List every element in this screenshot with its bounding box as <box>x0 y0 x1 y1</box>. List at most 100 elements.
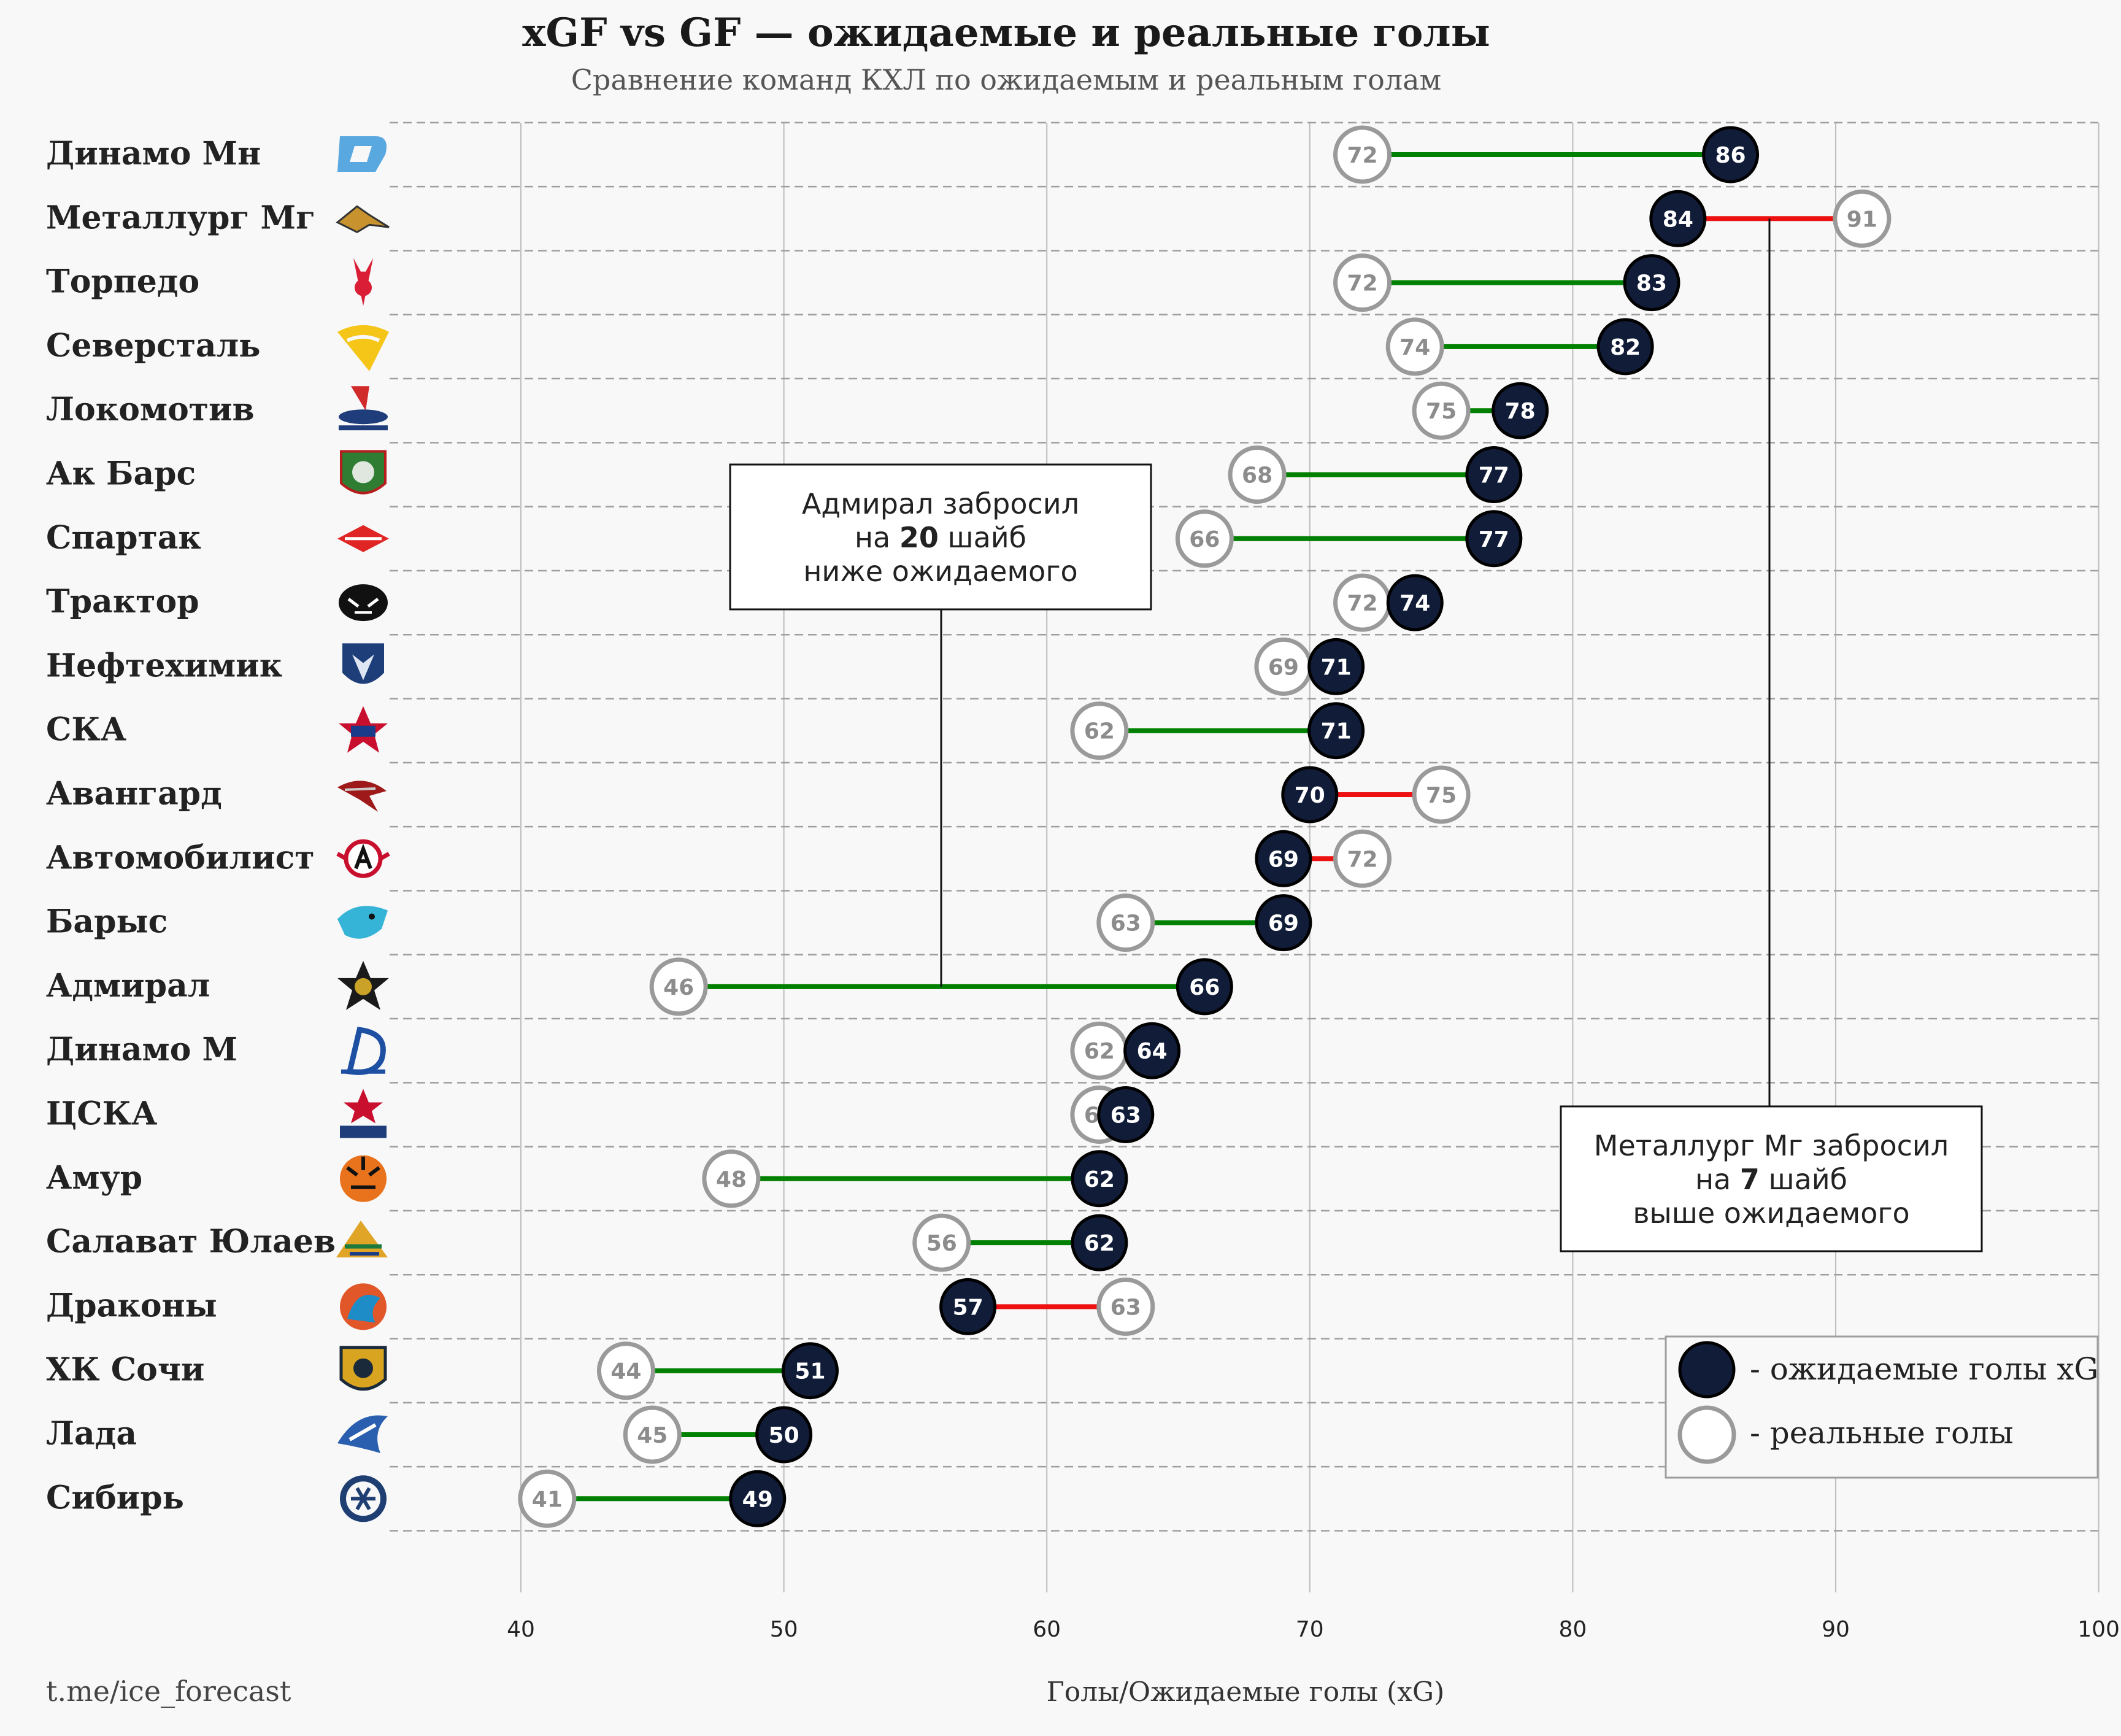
logo-shape <box>355 978 372 995</box>
goals-value: 62 <box>1084 1039 1115 1064</box>
xg-marker <box>1176 958 1233 1016</box>
goals-value: 72 <box>1347 591 1377 616</box>
xg-marker <box>755 1406 813 1464</box>
goals-marker <box>596 1341 655 1400</box>
xg-marker <box>1123 1022 1181 1079</box>
team-name: Динамо М <box>46 1031 237 1068</box>
team-row: Трактор 72 74 <box>46 573 1444 632</box>
xg-marker <box>1465 446 1523 503</box>
team-row: Металлург Мг 91 84 <box>46 189 1892 248</box>
team-row: Спартак 66 77 <box>46 509 1523 568</box>
neftekhimik-logo-icon <box>342 643 384 684</box>
annotation-text-part: шайб <box>939 521 1026 554</box>
logo-shape <box>352 461 374 484</box>
xg-marker <box>1255 830 1312 887</box>
spartak-logo-icon <box>337 525 389 552</box>
annotation-text-part: 7 <box>1740 1163 1760 1196</box>
x-axis-label: Голы/Ожидаемые голы (xG) <box>1047 1676 1445 1708</box>
goals-marker <box>1412 765 1471 824</box>
annotation-text: ниже ожидаемого <box>803 555 1077 588</box>
admiral-logo-icon <box>337 960 389 1010</box>
logo-shape <box>346 334 380 342</box>
annotation-text: выше ожидаемого <box>1633 1197 1909 1230</box>
annotation-text: на 20 шайб <box>855 521 1026 554</box>
team-row: Автомобилист 72 69 <box>46 829 1392 888</box>
annotation-text-part: на <box>1695 1163 1740 1196</box>
legend: - ожидаемые голы xG - реальные голы <box>1665 1335 2099 1479</box>
xg-value: 84 <box>1663 207 1693 232</box>
chart-title: xGF vs GF — ожидаемые и реальные голы <box>522 10 1490 56</box>
team-name: Динамо Мн <box>46 135 261 172</box>
team-name: Ак Барс <box>46 455 196 493</box>
team-row: Салават Юлаев 56 62 <box>46 1213 1128 1272</box>
xg-marker <box>1307 702 1365 760</box>
goals-marker <box>1228 446 1287 504</box>
team-row: Авангард 75 70 <box>46 765 1471 824</box>
annotation-text-part: шайб <box>1760 1163 1847 1196</box>
xg-value: 66 <box>1189 975 1220 1000</box>
x-tick-label: 70 <box>1296 1617 1324 1642</box>
goals-value: 75 <box>1426 399 1457 424</box>
team-row: ХК Сочи 44 51 <box>46 1341 839 1400</box>
goals-value: 62 <box>1084 719 1115 744</box>
logo-shape <box>355 1487 371 1511</box>
logo-shape <box>351 725 375 737</box>
logo-shape <box>344 787 376 791</box>
xg-marker <box>1702 126 1760 183</box>
goals-marker <box>649 957 708 1016</box>
x-tick-label: 60 <box>1033 1617 1061 1642</box>
dinamo-moscow-logo-icon <box>341 1027 386 1075</box>
xg-value: 62 <box>1084 1231 1115 1256</box>
legend-xg-marker <box>1678 1341 1736 1398</box>
goals-marker <box>1333 253 1392 312</box>
torpedo-logo-icon <box>353 258 373 306</box>
logo-shape <box>369 913 375 920</box>
logo-shape <box>353 1358 373 1378</box>
team-name: Драконы <box>46 1287 217 1324</box>
legend-goals-marker <box>1677 1405 1736 1464</box>
logo-shape <box>337 325 389 371</box>
goals-marker <box>1175 509 1234 568</box>
x-tick-label: 50 <box>770 1617 798 1642</box>
xg-marker <box>1623 254 1680 312</box>
team-name: СКА <box>46 711 126 749</box>
team-name: ЦСКА <box>46 1095 157 1133</box>
xg-marker <box>1281 766 1339 824</box>
logo-shape <box>347 1294 380 1323</box>
xg-value: 77 <box>1479 463 1509 488</box>
goals-marker <box>702 1149 761 1208</box>
annotation-text: на 7 шайб <box>1695 1163 1847 1196</box>
cska-logo-icon <box>340 1089 387 1138</box>
goals-value: 45 <box>637 1423 668 1448</box>
logo-shape <box>336 852 390 861</box>
goals-marker <box>1385 317 1444 376</box>
salavat-logo-icon <box>336 1221 388 1258</box>
goals-value: 46 <box>663 975 694 1000</box>
team-name: ХК Сочи <box>46 1351 204 1389</box>
xg-marker <box>1255 894 1312 952</box>
goals-marker <box>1833 189 1892 248</box>
logo-shape <box>348 1423 377 1441</box>
xg-marker <box>781 1342 839 1400</box>
xg-marker <box>1097 1086 1155 1143</box>
goals-value: 72 <box>1347 847 1377 872</box>
goals-marker <box>1096 1277 1155 1336</box>
xg-value: 71 <box>1321 719 1352 744</box>
goals-value: 48 <box>716 1167 747 1192</box>
logo-shape <box>346 1027 386 1075</box>
logo-shape <box>340 1125 387 1138</box>
goals-marker <box>1070 701 1129 760</box>
xg-marker <box>1307 638 1365 695</box>
annotation-box <box>729 463 1152 611</box>
goals-marker <box>1333 829 1392 888</box>
team-row: Северсталь 74 82 <box>46 317 1654 376</box>
logo-shape <box>339 584 388 622</box>
xg-marker <box>729 1470 787 1527</box>
goals-marker <box>912 1213 971 1272</box>
traktor-logo-icon <box>339 584 388 622</box>
avangard-logo-icon <box>337 781 387 812</box>
logo-shape <box>355 279 372 296</box>
